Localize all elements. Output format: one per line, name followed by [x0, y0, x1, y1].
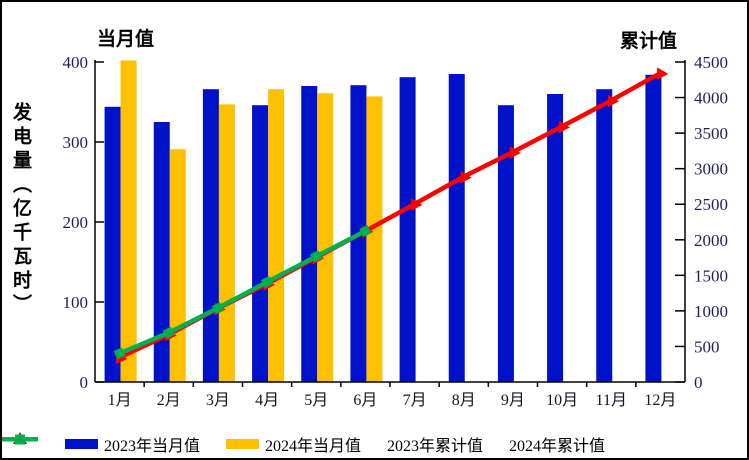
svg-text:3500: 3500 — [694, 124, 728, 143]
bar-swatch-2023 — [65, 439, 98, 449]
legend: 2023年当月值 2024年当月值 2023年累计值 2024年累计值 — [2, 432, 747, 456]
svg-text:200: 200 — [63, 213, 89, 232]
svg-text:5月: 5月 — [304, 392, 328, 409]
svg-text:12月: 12月 — [644, 392, 676, 409]
svg-text:1000: 1000 — [694, 302, 728, 321]
svg-text:4500: 4500 — [694, 53, 728, 72]
svg-text:8月: 8月 — [452, 392, 476, 409]
svg-text:2月: 2月 — [157, 392, 181, 409]
svg-text:7月: 7月 — [403, 392, 427, 409]
svg-text:0: 0 — [80, 373, 89, 392]
legend-label: 2024年当月值 — [265, 438, 362, 455]
svg-text:400: 400 — [63, 53, 89, 72]
legend-item-2023-cumulative: 2023年累计值 — [2, 432, 484, 456]
svg-text:9月: 9月 — [501, 392, 525, 409]
svg-text:4月: 4月 — [255, 392, 279, 409]
bar-swatch-2024 — [226, 439, 260, 449]
legend-label: 2023年当月值 — [104, 438, 201, 455]
svg-text:11月: 11月 — [596, 392, 627, 409]
legend-item-2023-monthly: 2023年当月值 — [65, 432, 200, 456]
svg-text:1500: 1500 — [694, 266, 728, 285]
legend-label: 2024年累计值 — [509, 438, 606, 455]
right-axis-header: 累计值 — [620, 31, 678, 52]
svg-text:500: 500 — [694, 337, 720, 356]
y-axis-title: 发电量（亿千瓦时） — [10, 102, 31, 318]
svg-text:100: 100 — [63, 293, 89, 312]
legend-item-2024-monthly: 2024年当月值 — [226, 432, 361, 456]
legend-label: 2023年累计值 — [387, 438, 484, 455]
svg-text:2000: 2000 — [694, 231, 728, 250]
svg-text:6月: 6月 — [353, 392, 377, 409]
left-axis-header: 当月值 — [97, 29, 155, 50]
svg-text:3000: 3000 — [694, 160, 728, 179]
svg-text:3月: 3月 — [206, 392, 230, 409]
svg-text:10月: 10月 — [546, 392, 578, 409]
svg-text:2500: 2500 — [694, 195, 728, 214]
svg-text:300: 300 — [63, 133, 89, 152]
svg-text:4000: 4000 — [694, 89, 728, 108]
svg-text:1月: 1月 — [108, 392, 132, 409]
line-swatch-2024-square-marker — [2, 434, 38, 445]
legend-item-2024-cumulative: 2024年累计值 — [2, 432, 606, 456]
plot-area: 0100200300400050010001500200025003000350… — [63, 53, 729, 409]
svg-text:0: 0 — [694, 373, 703, 392]
